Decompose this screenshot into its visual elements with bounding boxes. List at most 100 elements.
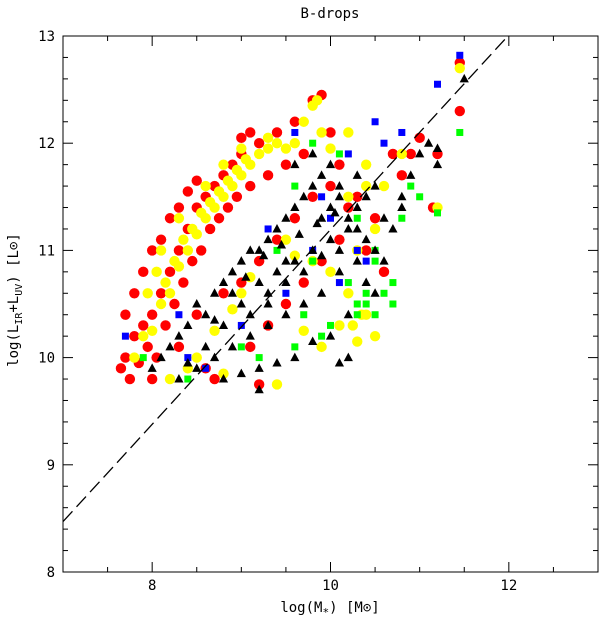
x-tick-label: 12 (500, 578, 517, 594)
data-point-circle (191, 229, 202, 240)
data-point-triangle (254, 384, 264, 394)
data-point-triangle (183, 357, 193, 367)
data-point-circle (343, 127, 354, 138)
plot-frame (62, 35, 599, 573)
data-point-circle (325, 127, 336, 138)
data-point-square (389, 279, 397, 287)
data-point-triangle (254, 245, 264, 254)
data-point-circle (352, 191, 363, 202)
data-point-square (318, 332, 326, 340)
data-point-triangle (308, 181, 318, 190)
data-point-square (139, 354, 147, 362)
data-point-circle (360, 245, 372, 256)
data-point-square (335, 150, 343, 158)
data-point-triangle (263, 320, 273, 329)
data-point-square (300, 311, 308, 319)
data-point-circle (124, 373, 136, 385)
data-point-square (202, 364, 210, 372)
data-point-circle (271, 138, 283, 149)
data-point-circle (405, 148, 416, 160)
data-point-triangle (281, 309, 291, 319)
data-point-circle (236, 143, 247, 154)
data-point-circle (454, 105, 465, 117)
y-axis-label: log(LIR+LUV) [L⊙] (6, 233, 25, 367)
data-point-triangle (227, 341, 238, 351)
data-point-triangle (299, 299, 309, 308)
data-point-circle (316, 341, 327, 353)
data-point-circle (129, 352, 140, 363)
data-point-circle (187, 255, 198, 267)
data-point-square (344, 279, 352, 287)
data-point-triangle (290, 352, 300, 362)
data-point-circle (289, 116, 301, 127)
data-point-circle (191, 309, 202, 320)
data-point-circle (343, 288, 354, 299)
data-point-triangle (254, 363, 264, 372)
data-point-circle (311, 95, 323, 106)
data-point-triangle (361, 277, 371, 287)
data-point-square (237, 321, 245, 329)
data-point-circle (142, 288, 153, 299)
data-point-triangle (316, 170, 327, 179)
data-point-circle (360, 159, 372, 170)
data-point-square (282, 289, 290, 297)
data-point-circle (253, 148, 265, 160)
data-point-circle (146, 373, 158, 385)
data-point-square (273, 246, 281, 254)
data-point-circle (378, 180, 390, 192)
data-point-triangle (325, 202, 336, 212)
data-point-triangle (263, 288, 273, 297)
data-point-circle (129, 330, 140, 342)
data-point-circle (352, 336, 363, 347)
data-point-circle (245, 341, 256, 353)
data-point-circle (325, 143, 336, 154)
y-tick-label: 11 (38, 243, 55, 259)
data-point-circle (164, 288, 176, 299)
data-point-square (327, 214, 334, 222)
data-point-circle (298, 116, 309, 127)
data-point-square (291, 343, 299, 351)
data-point-triangle (432, 159, 443, 169)
data-point-circle (360, 180, 372, 192)
data-point-square (362, 257, 370, 265)
data-point-triangle (165, 341, 175, 351)
data-point-circle (289, 138, 301, 149)
data-point-square (175, 311, 183, 319)
y-tick-label: 8 (47, 565, 55, 581)
data-point-circle (200, 213, 211, 224)
data-point-triangle (174, 374, 184, 383)
data-point-circle (173, 261, 185, 272)
data-point-square (456, 128, 464, 136)
data-point-circle (262, 170, 274, 181)
data-point-circle (325, 180, 336, 192)
data-point-circle (182, 186, 194, 197)
data-point-square (380, 289, 388, 297)
data-point-circle (173, 213, 185, 224)
data-point-circle (146, 309, 158, 320)
data-point-triangle (201, 309, 211, 319)
data-point-triangle (361, 191, 371, 201)
data-point-circle (316, 127, 327, 138)
data-point-triangle (308, 148, 318, 158)
data-point-triangle (218, 277, 229, 287)
data-point-triangle (183, 320, 193, 329)
data-point-circle (236, 132, 247, 144)
data-point-triangle (379, 213, 389, 222)
data-point-triangle (259, 250, 269, 260)
data-point-circle (307, 191, 318, 202)
data-point-circle (334, 159, 345, 170)
data-point-square (456, 51, 464, 59)
data-point-circle (209, 373, 220, 385)
data-point-triangle (294, 229, 304, 238)
data-point-triangle (415, 148, 425, 158)
data-point-square (353, 300, 361, 308)
data-point-circle (120, 352, 131, 363)
data-point-circle (173, 202, 185, 213)
data-point-circle (298, 148, 309, 160)
data-point-square (291, 182, 299, 190)
data-point-circle (396, 170, 408, 181)
data-point-circle (155, 234, 167, 245)
data-point-triangle (397, 191, 407, 201)
data-point-triangle (299, 191, 309, 201)
